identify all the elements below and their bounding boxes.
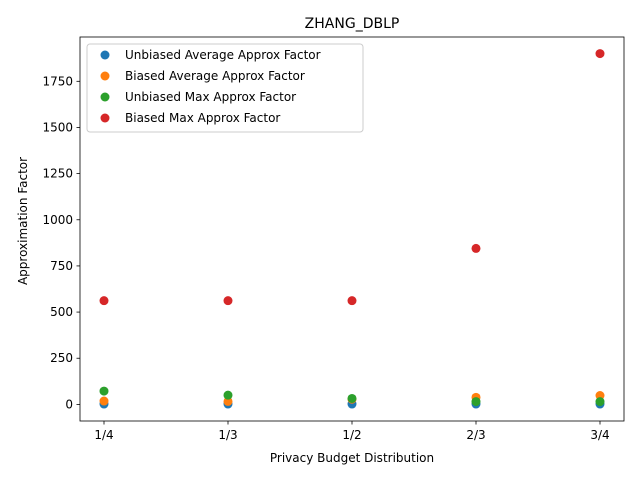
y-tick-label: 500 (50, 305, 73, 319)
y-axis-label: Approximation Factor (16, 157, 30, 285)
series-3-points (99, 386, 605, 407)
data-point (223, 396, 233, 406)
x-tick-label: 1/4 (94, 428, 113, 442)
legend-marker (100, 50, 110, 60)
chart-title: ZHANG_DBLP (305, 16, 400, 32)
data-point (347, 393, 357, 403)
legend-marker (100, 92, 110, 102)
legend-marker (100, 113, 110, 123)
x-tick-label: 2/3 (466, 428, 485, 442)
legend-marker (100, 71, 110, 81)
chart-axes: 1/4 1/3 1/2 2/3 3/4 0 250 500 750 1000 1250 1500 175… (42, 36, 625, 442)
data-point (223, 296, 233, 306)
y-tick-label: 250 (50, 351, 73, 365)
chart-marks (99, 49, 605, 409)
y-tick-label: 1250 (42, 167, 73, 181)
legend-item: Biased Max Approx Factor (100, 111, 280, 125)
data-point (595, 49, 605, 59)
y-tick-label: 1750 (42, 74, 73, 88)
data-point (471, 243, 481, 253)
x-tick-label: 1/2 (342, 428, 361, 442)
x-tick-label: 1/3 (218, 428, 237, 442)
legend-item: Unbiased Max Approx Factor (100, 90, 296, 104)
data-point (595, 397, 605, 407)
x-axis-label: Privacy Budget Distribution (270, 451, 434, 465)
legend-label: Unbiased Max Approx Factor (125, 90, 296, 104)
data-point (99, 396, 109, 406)
x-tick-label: 3/4 (590, 428, 609, 442)
data-point (99, 296, 109, 306)
legend-label: Biased Max Approx Factor (125, 111, 280, 125)
data-point (347, 296, 357, 306)
legend-label: Unbiased Average Approx Factor (125, 48, 321, 62)
y-tick-label: 1000 (42, 213, 73, 227)
data-point (99, 386, 109, 396)
chart-legend: Unbiased Average Approx Factor Biased Ave… (86, 43, 364, 133)
y-tick-label: 750 (50, 259, 73, 273)
y-tick-label: 0 (65, 397, 73, 411)
legend-frame (86, 43, 364, 133)
legend-label: Biased Average Approx Factor (125, 69, 305, 83)
legend-item: Biased Average Approx Factor (100, 69, 305, 83)
y-tick-label: 1500 (42, 120, 73, 134)
data-point (471, 397, 481, 407)
legend-item: Unbiased Average Approx Factor (100, 48, 321, 62)
series-4-points (99, 49, 605, 306)
data-point (223, 390, 233, 400)
